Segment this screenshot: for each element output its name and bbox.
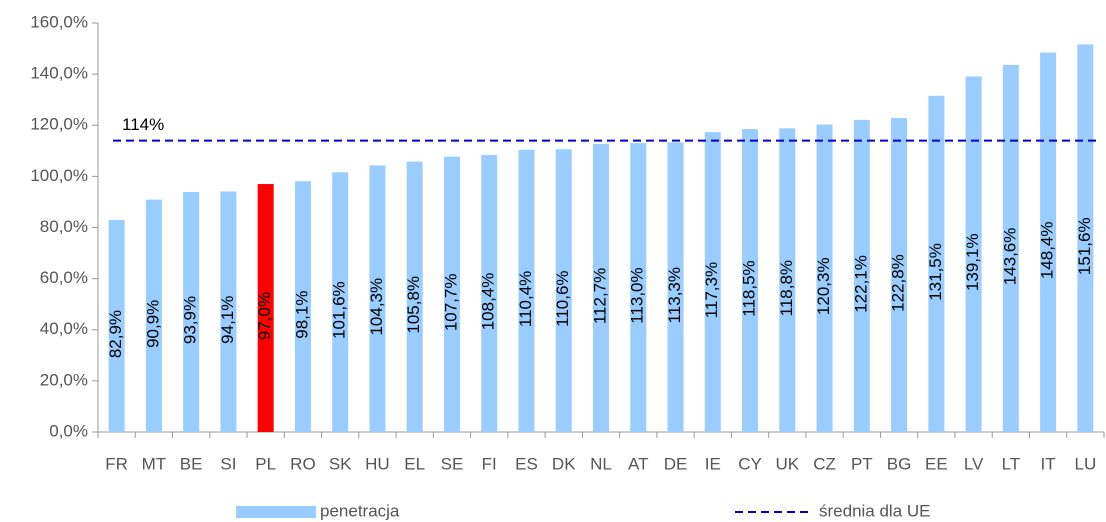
x-tick-label: DE bbox=[664, 454, 688, 473]
bar bbox=[965, 76, 982, 432]
x-tick-label: ES bbox=[515, 454, 538, 473]
bar bbox=[108, 220, 125, 432]
legend-swatch bbox=[236, 506, 316, 518]
data-label: 112,7% bbox=[590, 268, 609, 324]
bar bbox=[1040, 52, 1057, 433]
data-label: 143,6% bbox=[1000, 228, 1019, 286]
x-tick-label: RO bbox=[290, 454, 316, 473]
data-label: 151,6% bbox=[1075, 217, 1094, 275]
x-tick-label: PL bbox=[255, 454, 276, 473]
data-label: 97,0% bbox=[255, 292, 274, 340]
x-tick-label: LT bbox=[1002, 454, 1021, 473]
data-label: 107,7% bbox=[441, 274, 460, 332]
bar bbox=[518, 149, 535, 433]
x-tick-label: EE bbox=[925, 454, 948, 473]
data-label: 90,9% bbox=[143, 300, 162, 348]
y-tick-label: 40,0% bbox=[40, 319, 88, 338]
bar bbox=[742, 129, 759, 432]
bar bbox=[630, 143, 647, 433]
bar bbox=[704, 132, 721, 433]
data-label: 118,8% bbox=[777, 260, 796, 316]
data-label: 82,9% bbox=[106, 310, 125, 358]
bar bbox=[667, 142, 684, 432]
x-tick-label: SK bbox=[329, 454, 352, 473]
data-label: 93,9% bbox=[181, 296, 200, 344]
x-tick-label: BG bbox=[887, 454, 912, 473]
bar bbox=[183, 191, 200, 432]
bar bbox=[481, 154, 498, 432]
bar bbox=[220, 191, 237, 432]
data-label: 101,6% bbox=[330, 281, 349, 339]
y-tick-label: 80,0% bbox=[40, 217, 88, 236]
average-label: 114% bbox=[122, 115, 164, 134]
x-tick-label: FR bbox=[105, 454, 128, 473]
x-tick-label: SE bbox=[441, 454, 464, 473]
bar bbox=[443, 156, 460, 432]
bar bbox=[853, 119, 870, 433]
bar bbox=[369, 165, 386, 432]
x-tick-label: UK bbox=[775, 454, 799, 473]
x-tick-label: NL bbox=[590, 454, 612, 473]
x-tick-label: PT bbox=[851, 454, 873, 473]
data-label: 131,5% bbox=[926, 243, 945, 301]
bar bbox=[294, 181, 311, 432]
data-label: 148,4% bbox=[1038, 221, 1057, 279]
x-tick-label: FI bbox=[482, 454, 497, 473]
x-tick-label: SI bbox=[220, 454, 236, 473]
legend-label: penetracja bbox=[320, 501, 400, 520]
data-label: 139,1% bbox=[963, 233, 982, 291]
data-label: 110,4% bbox=[516, 271, 535, 327]
x-tick-label: HU bbox=[365, 454, 390, 473]
data-label: 113,0% bbox=[628, 267, 647, 323]
legend-label: średnia dla UE bbox=[819, 501, 931, 520]
bar bbox=[332, 172, 349, 432]
bar bbox=[928, 95, 945, 433]
data-label: 117,3% bbox=[702, 262, 721, 318]
data-label: 118,5% bbox=[740, 260, 759, 316]
bar bbox=[816, 124, 833, 432]
data-label: 105,8% bbox=[404, 276, 423, 334]
y-tick-label: 60,0% bbox=[40, 268, 88, 287]
data-label: 110,6% bbox=[553, 270, 572, 326]
x-tick-label: LU bbox=[1075, 454, 1097, 473]
x-tick-label: EL bbox=[404, 454, 425, 473]
bar bbox=[145, 199, 162, 432]
data-label: 94,1% bbox=[218, 296, 237, 344]
data-label: 122,8% bbox=[889, 254, 908, 312]
bar bbox=[1002, 64, 1019, 433]
bar bbox=[891, 118, 908, 432]
bar bbox=[593, 143, 609, 432]
bar bbox=[779, 128, 796, 432]
x-tick-label: IE bbox=[705, 454, 721, 473]
data-label: 108,4% bbox=[479, 273, 498, 331]
data-label: 120,3% bbox=[814, 257, 833, 315]
x-tick-label: CY bbox=[738, 454, 762, 473]
x-tick-label: AT bbox=[628, 454, 648, 473]
y-tick-label: 140,0% bbox=[30, 64, 88, 83]
x-tick-label: IT bbox=[1041, 454, 1056, 473]
y-tick-label: 0,0% bbox=[49, 421, 88, 440]
bar bbox=[555, 149, 572, 432]
x-tick-label: BE bbox=[180, 454, 203, 473]
y-tick-label: 100,0% bbox=[30, 166, 88, 185]
y-tick-label: 20,0% bbox=[40, 370, 88, 389]
data-label: 113,3% bbox=[665, 267, 684, 323]
bar bbox=[257, 184, 274, 432]
y-tick-label: 160,0% bbox=[30, 12, 88, 31]
data-label: 98,1% bbox=[292, 291, 311, 339]
data-label: 104,3% bbox=[367, 278, 386, 336]
bar bbox=[406, 161, 423, 432]
x-tick-label: LV bbox=[964, 454, 984, 473]
y-tick-label: 120,0% bbox=[30, 115, 88, 134]
x-tick-label: DK bbox=[552, 454, 576, 473]
x-tick-label: MT bbox=[142, 454, 167, 473]
data-label: 122,1% bbox=[851, 255, 870, 313]
x-tick-label: CZ bbox=[813, 454, 836, 473]
